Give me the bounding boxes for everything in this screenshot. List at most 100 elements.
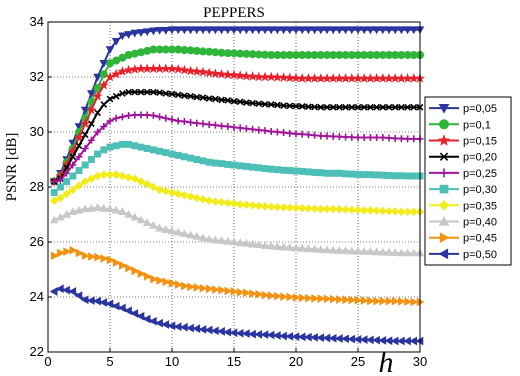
legend-label: p=0,45 — [463, 233, 497, 245]
data-point-marker — [366, 134, 374, 141]
data-point-marker — [142, 28, 152, 37]
data-point-marker — [353, 246, 363, 255]
data-point-marker — [317, 132, 325, 140]
data-point-marker — [379, 103, 387, 111]
data-point-marker — [69, 245, 78, 255]
data-point-marker — [336, 295, 344, 304]
data-point-marker — [130, 212, 140, 221]
data-point-marker — [198, 325, 207, 334]
data-point-marker — [259, 71, 271, 82]
data-point-marker — [254, 330, 263, 339]
data-point-marker — [99, 59, 109, 68]
data-point-marker — [249, 163, 257, 171]
data-point-marker — [81, 131, 89, 139]
data-point-marker — [347, 334, 356, 344]
data-point-marker — [156, 113, 164, 121]
data-point-marker — [243, 288, 251, 298]
data-point-marker — [396, 73, 407, 83]
data-point-marker — [149, 112, 157, 119]
legend-entry: p=0,35 — [429, 200, 497, 212]
data-point-marker — [230, 123, 238, 131]
data-point-marker — [124, 173, 133, 182]
data-point-marker — [117, 66, 128, 76]
data-point-marker — [180, 153, 188, 161]
data-point-marker — [223, 327, 232, 337]
y-axis-label: PSNR [dB] — [4, 133, 20, 202]
data-point-marker — [217, 197, 226, 207]
data-point-marker — [74, 291, 83, 300]
data-point-marker — [161, 320, 170, 329]
data-point-marker — [75, 142, 83, 150]
data-point-marker — [373, 134, 381, 141]
data-point-marker — [354, 170, 362, 178]
data-point-marker — [438, 104, 450, 114]
data-point-marker — [255, 289, 264, 299]
data-point-marker — [366, 247, 375, 255]
data-point-marker — [229, 199, 239, 208]
data-point-marker — [410, 135, 418, 143]
data-point-marker — [322, 245, 332, 254]
data-point-marker — [105, 170, 115, 179]
data-point-marker — [385, 296, 394, 306]
data-point-marker — [323, 132, 331, 140]
series-line — [53, 206, 420, 254]
data-point-marker — [142, 218, 152, 227]
legend-label: p=0,50 — [463, 249, 497, 261]
data-point-marker — [68, 185, 78, 194]
data-point-marker — [180, 191, 189, 200]
data-point-marker — [94, 150, 102, 158]
data-point-marker — [62, 189, 71, 199]
data-point-marker — [63, 169, 71, 177]
data-point-marker — [366, 171, 374, 179]
data-point-marker — [328, 245, 338, 254]
data-point-marker — [267, 127, 275, 135]
data-point-marker — [160, 63, 171, 74]
data-point-marker — [298, 167, 306, 175]
data-point-marker — [279, 203, 288, 212]
data-point-marker — [303, 332, 312, 342]
data-point-marker — [99, 298, 108, 307]
data-point-marker — [304, 131, 312, 139]
data-point-marker — [112, 258, 121, 267]
data-point-marker — [224, 286, 233, 296]
data-point-marker — [124, 209, 133, 218]
data-point-marker — [125, 88, 132, 96]
data-point-marker — [218, 285, 227, 295]
data-point-marker — [80, 295, 89, 305]
data-point-marker — [360, 171, 368, 179]
data-point-marker — [94, 252, 103, 262]
data-point-marker — [173, 227, 183, 236]
data-point-marker — [216, 68, 227, 79]
data-point-marker — [360, 134, 368, 141]
data-point-marker — [186, 323, 194, 333]
data-point-marker — [50, 251, 59, 261]
data-point-marker — [217, 327, 225, 336]
data-point-marker — [199, 94, 207, 101]
data-point-marker — [321, 73, 333, 83]
x-axis-label: h — [379, 346, 394, 376]
data-point-marker — [80, 204, 90, 213]
data-point-marker — [211, 26, 220, 35]
data-point-marker — [224, 160, 232, 168]
data-point-marker — [372, 206, 381, 215]
data-point-marker — [168, 278, 177, 288]
data-point-marker — [143, 111, 151, 119]
legend-entry: p=0,40 — [429, 215, 497, 229]
data-point-marker — [162, 149, 170, 157]
data-point-marker — [55, 284, 64, 294]
data-point-marker — [204, 325, 213, 335]
data-point-marker — [291, 332, 300, 341]
data-point-marker — [317, 169, 325, 177]
data-point-marker — [384, 206, 394, 216]
data-point-marker — [57, 248, 65, 258]
data-point-marker — [328, 26, 338, 35]
data-point-marker — [229, 237, 239, 246]
legend-entry: p=0,45 — [429, 232, 497, 245]
data-point-marker — [254, 26, 264, 35]
data-point-marker — [142, 180, 152, 189]
data-point-marker — [131, 266, 140, 276]
data-point-marker — [179, 64, 190, 75]
data-point-marker — [402, 73, 413, 83]
data-point-marker — [193, 283, 202, 292]
data-point-marker — [197, 66, 209, 77]
